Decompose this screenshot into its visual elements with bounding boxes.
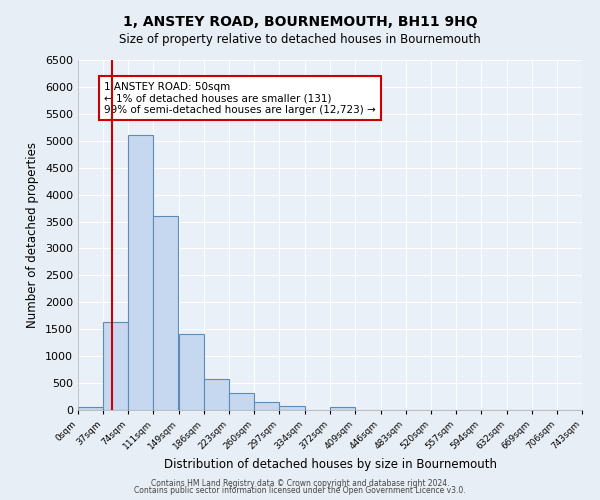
Text: Size of property relative to detached houses in Bournemouth: Size of property relative to detached ho… <box>119 32 481 46</box>
Bar <box>179 334 204 410</box>
Text: 1 ANSTEY ROAD: 50sqm
← 1% of detached houses are smaller (131)
99% of semi-detac: 1 ANSTEY ROAD: 50sqm ← 1% of detached ho… <box>104 82 376 114</box>
Text: 1, ANSTEY ROAD, BOURNEMOUTH, BH11 9HQ: 1, ANSTEY ROAD, BOURNEMOUTH, BH11 9HQ <box>122 15 478 29</box>
Y-axis label: Number of detached properties: Number of detached properties <box>26 142 40 328</box>
Bar <box>229 394 254 410</box>
Bar <box>78 408 103 410</box>
Bar <box>204 379 229 410</box>
X-axis label: Distribution of detached houses by size in Bournemouth: Distribution of detached houses by size … <box>163 458 497 471</box>
Text: Contains public sector information licensed under the Open Government Licence v3: Contains public sector information licen… <box>134 486 466 495</box>
Bar <box>103 322 128 410</box>
Bar <box>153 216 178 410</box>
Bar <box>128 136 153 410</box>
Bar <box>331 408 355 410</box>
Text: Contains HM Land Registry data © Crown copyright and database right 2024.: Contains HM Land Registry data © Crown c… <box>151 478 449 488</box>
Bar <box>254 402 280 410</box>
Bar <box>280 406 305 410</box>
